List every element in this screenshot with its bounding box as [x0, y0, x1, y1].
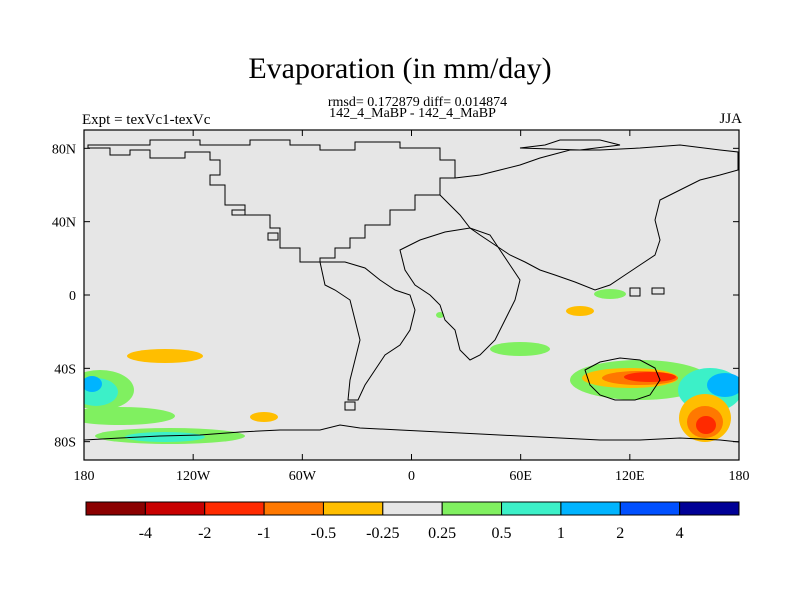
- plot-title: Evaporation (in mm/day): [248, 52, 552, 85]
- contour-orange-1: [127, 349, 203, 363]
- contour-cyan-s: [125, 432, 205, 442]
- coast-antarctica: [84, 424, 739, 443]
- coast-south-america: [319, 261, 416, 401]
- y-tick-label: 40N: [52, 216, 76, 231]
- coast-north-america: [87, 139, 456, 263]
- colorbar-swatch: [679, 501, 740, 516]
- colorbar-label: -1: [257, 525, 270, 542]
- y-tick-label: 40S: [54, 362, 76, 377]
- coast-eurasia: [439, 144, 739, 291]
- contour-green-eq: [594, 289, 626, 299]
- colorbar-swatch: [204, 501, 265, 516]
- stats-text: rmsd= 0.172879 diff= 0.014874: [327, 95, 508, 110]
- colorbar-label: -4: [139, 525, 152, 542]
- y-tick-label: 80N: [52, 142, 76, 157]
- coastlines: [84, 139, 739, 443]
- x-tick-label: 120E: [615, 469, 645, 484]
- coast-island-2: [267, 232, 279, 241]
- contour-blue-aus: [707, 373, 739, 397]
- colorbar-label: 2: [616, 525, 624, 542]
- colorbar-label: 4: [676, 525, 684, 542]
- x-tick-label: 0: [408, 469, 415, 484]
- y-tick-label: 0: [69, 289, 76, 304]
- coast-arctic-islands: [519, 139, 621, 151]
- colorbar: -4 -2 -1 -0.5 -0.25 0.25 0.5 1 2 4: [85, 501, 740, 542]
- experiment-label: Expt = texVc1-texVc: [82, 112, 211, 128]
- contour-red-aus: [624, 372, 676, 382]
- colorbar-label: -0.5: [311, 525, 336, 542]
- colorbar-swatch: [501, 501, 562, 516]
- colorbar-label: -0.25: [366, 525, 399, 542]
- colorbar-swatch: [263, 501, 324, 516]
- colorbar-label: 1: [557, 525, 565, 542]
- y-axis: 80N 40N 0 40S 80S: [52, 142, 739, 451]
- coast-island-3: [344, 401, 356, 411]
- x-tick-label: 60W: [289, 469, 317, 484]
- x-tick-label: 180: [729, 469, 750, 484]
- contour-blue-sw: [84, 376, 102, 392]
- x-tick-label: 60E: [509, 469, 532, 484]
- colorbar-swatch: [382, 501, 443, 516]
- colorbar-swatch: [85, 501, 146, 516]
- coast-australia: [584, 357, 661, 401]
- coast-island-4: [629, 287, 641, 297]
- x-axis: 180 120W 60W 0 60E 120E 180: [74, 130, 750, 484]
- contour-orange-io: [566, 306, 594, 316]
- y-tick-label: 80S: [54, 436, 76, 451]
- coast-island-1: [231, 209, 246, 216]
- contour-red-nz: [696, 416, 716, 434]
- coast-africa: [399, 227, 521, 361]
- colorbar-swatch: [322, 501, 384, 516]
- colorbar-label: 0.5: [492, 525, 512, 542]
- contour-green-dot: [436, 312, 444, 318]
- colorbar-swatch: [144, 501, 206, 516]
- colorbar-swatch: [619, 501, 681, 516]
- coast-island-5: [651, 287, 665, 295]
- plot-subtitle: 142_4_MaBP - 142_4_MaBP: [329, 106, 496, 121]
- colorbar-label: -2: [198, 525, 211, 542]
- colorbar-label: 0.25: [428, 525, 456, 542]
- contour-orange-2: [250, 412, 278, 422]
- map-background: [84, 130, 739, 460]
- x-tick-label: 120W: [176, 469, 211, 484]
- colorbar-swatch: [441, 501, 503, 516]
- season-label: JJA: [719, 111, 742, 127]
- contour-green-io: [490, 342, 550, 356]
- colorbar-swatch: [560, 501, 621, 516]
- contour-green-s: [84, 407, 175, 425]
- x-tick-label: 180: [74, 469, 95, 484]
